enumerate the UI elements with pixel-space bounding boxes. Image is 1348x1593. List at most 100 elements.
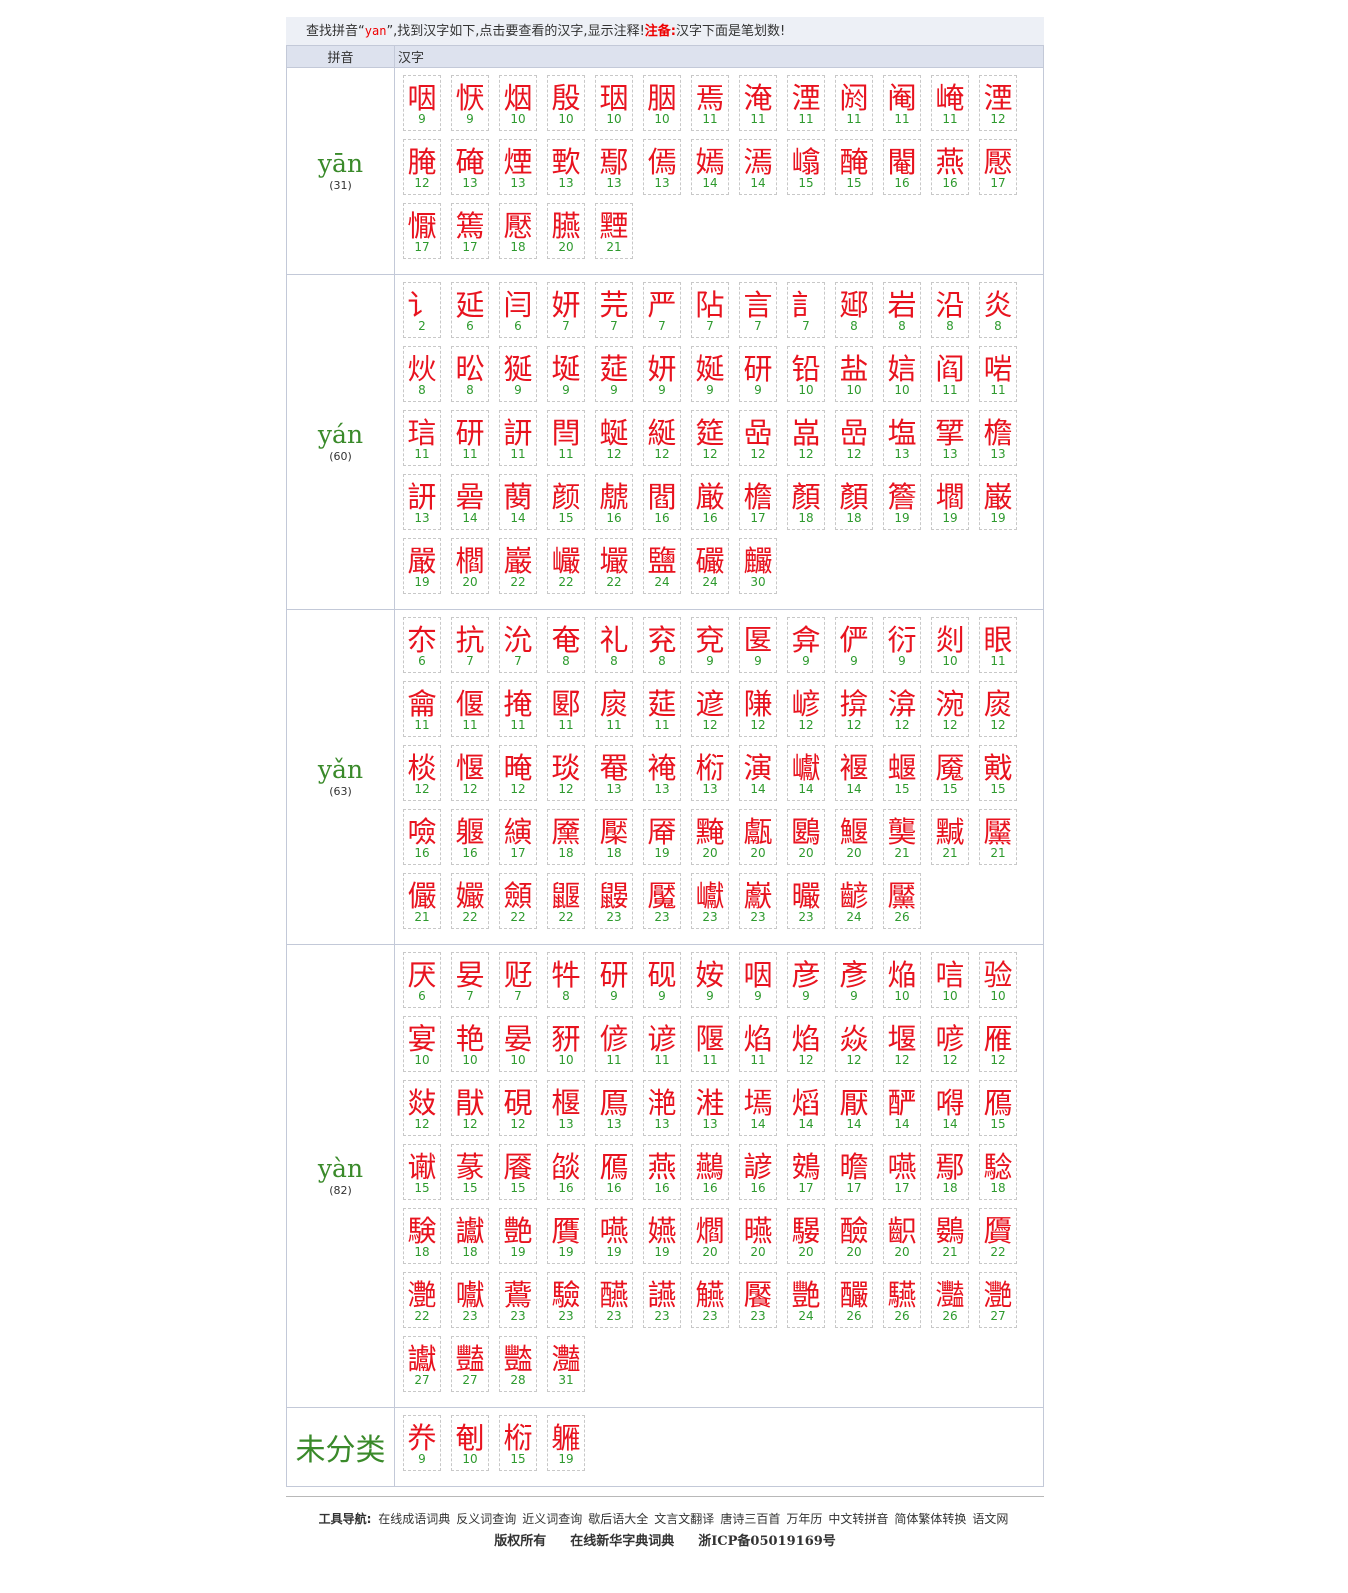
hanzi-link[interactable]: 諺 16 <box>739 1144 777 1200</box>
hanzi-link[interactable]: 鷰 23 <box>499 1272 537 1328</box>
hanzi-link[interactable]: 懕 17 <box>979 139 1017 195</box>
hanzi-link[interactable]: 釅 26 <box>835 1272 873 1328</box>
hanzi-link[interactable]: 懕 18 <box>499 203 537 259</box>
hanzi-link[interactable]: 淹 11 <box>739 75 777 131</box>
hanzi-link[interactable]: 晏 10 <box>499 1016 537 1072</box>
hanzi-link[interactable]: 验 10 <box>979 952 1017 1008</box>
hanzi-link[interactable]: 渰 12 <box>883 681 921 737</box>
hanzi-link[interactable]: 鴈 15 <box>979 1080 1017 1136</box>
hanzi-link[interactable]: 齞 20 <box>883 1208 921 1264</box>
hanzi-link[interactable]: 爓 20 <box>691 1208 729 1264</box>
hanzi-link[interactable]: 焰 12 <box>787 1016 825 1072</box>
hanzi-link[interactable]: 珚 10 <box>595 75 633 131</box>
hanzi-link[interactable]: 堰 12 <box>883 1016 921 1072</box>
hanzi-link[interactable]: 壛 19 <box>931 474 969 530</box>
hanzi-link[interactable]: 溎 13 <box>691 1080 729 1136</box>
hanzi-link[interactable]: 訮 13 <box>403 474 441 530</box>
nav-link-yuwen[interactable]: 语文网 <box>972 1512 1009 1526</box>
hanzi-link[interactable]: 讞 27 <box>403 1336 441 1392</box>
hanzi-link[interactable]: 麣 30 <box>739 538 777 594</box>
hanzi-link[interactable]: 験 18 <box>403 1208 441 1264</box>
hanzi-link[interactable]: 鹽 24 <box>643 538 681 594</box>
hanzi-link[interactable]: 熖 14 <box>787 1080 825 1136</box>
hanzi-link[interactable]: 艶 19 <box>499 1208 537 1264</box>
hanzi-link[interactable]: 鴈 16 <box>595 1144 633 1200</box>
hanzi-link[interactable]: 噞 16 <box>403 809 441 865</box>
hanzi-link[interactable]: 棪 12 <box>403 745 441 801</box>
hanzi-link[interactable]: 眼 11 <box>979 617 1017 673</box>
hanzi-link[interactable]: 隒 12 <box>739 681 777 737</box>
hanzi-link[interactable]: 黶 26 <box>883 873 921 929</box>
hanzi-link[interactable]: 嵒 12 <box>835 410 873 466</box>
hanzi-link[interactable]: 嫣 14 <box>691 139 729 195</box>
hanzi-link[interactable]: 喦 12 <box>739 410 777 466</box>
hanzi-link[interactable]: 啱 11 <box>979 346 1017 402</box>
hanzi-link[interactable]: 塩 13 <box>883 410 921 466</box>
hanzi-link[interactable]: 䴏 16 <box>691 1144 729 1200</box>
hanzi-link[interactable]: 鷃 21 <box>931 1208 969 1264</box>
hanzi-link[interactable]: 腌 12 <box>403 139 441 195</box>
hanzi-link[interactable]: 厣 19 <box>643 809 681 865</box>
hanzi-link[interactable]: 琰 12 <box>547 745 585 801</box>
hanzi-link[interactable]: 黫 21 <box>595 203 633 259</box>
hanzi-link[interactable]: 鄢 18 <box>931 1144 969 1200</box>
hanzi-link[interactable]: 顩 22 <box>499 873 537 929</box>
hanzi-link[interactable]: 壧 22 <box>595 538 633 594</box>
hanzi-link[interactable]: 騐 18 <box>979 1144 1017 1200</box>
hanzi-link[interactable]: 曕 17 <box>835 1144 873 1200</box>
hanzi-link[interactable]: 嚥 19 <box>595 1208 633 1264</box>
hanzi-link[interactable]: 椼 15 <box>499 1415 537 1471</box>
hanzi-link[interactable]: 谚 11 <box>643 1016 681 1072</box>
hanzi-link[interactable]: 歅 13 <box>547 139 585 195</box>
hanzi-link[interactable]: 厳 16 <box>691 474 729 530</box>
hanzi-link[interactable]: 豓 28 <box>499 1336 537 1392</box>
hanzi-link[interactable]: 墕 14 <box>739 1080 777 1136</box>
hanzi-link[interactable]: 掩 11 <box>499 681 537 737</box>
hanzi-link[interactable]: 灎 31 <box>547 1336 585 1392</box>
hanzi-link[interactable]: 煙 13 <box>499 139 537 195</box>
hanzi-link[interactable]: 殷 10 <box>547 75 585 131</box>
hanzi-link[interactable]: 贋 19 <box>547 1208 585 1264</box>
hanzi-link[interactable]: 驠 26 <box>883 1272 921 1328</box>
hanzi-link[interactable]: 齴 24 <box>835 873 873 929</box>
hanzi-link[interactable]: 鼴 22 <box>547 873 585 929</box>
nav-link-synonym[interactable]: 近义词查询 <box>522 1512 583 1526</box>
nav-link-tang-poems[interactable]: 唐诗三百首 <box>720 1512 781 1526</box>
hanzi-link[interactable]: 唁 10 <box>931 952 969 1008</box>
hanzi-link[interactable]: 愝 12 <box>451 745 489 801</box>
hanzi-link[interactable]: 讞 18 <box>451 1208 489 1264</box>
hanzi-link[interactable]: 揅 13 <box>931 410 969 466</box>
hanzi-link[interactable]: 饜 23 <box>739 1272 777 1328</box>
hanzi-link[interactable]: 谳 15 <box>403 1144 441 1200</box>
hanzi-link[interactable]: 娮 10 <box>883 346 921 402</box>
hanzi-link[interactable]: 櫩 20 <box>451 538 489 594</box>
nav-link-classical-translation[interactable]: 文言文翻译 <box>654 1512 715 1526</box>
hanzi-link[interactable]: 椼 13 <box>691 745 729 801</box>
hanzi-link[interactable]: 醶 20 <box>835 1208 873 1264</box>
hanzi-link[interactable]: 筵 12 <box>691 410 729 466</box>
hanzi-link[interactable]: 嘚 14 <box>931 1080 969 1136</box>
hanzi-link[interactable]: 崦 11 <box>931 75 969 131</box>
hanzi-link[interactable]: 簷 19 <box>883 474 921 530</box>
hanzi-link[interactable]: 鰋 20 <box>835 809 873 865</box>
